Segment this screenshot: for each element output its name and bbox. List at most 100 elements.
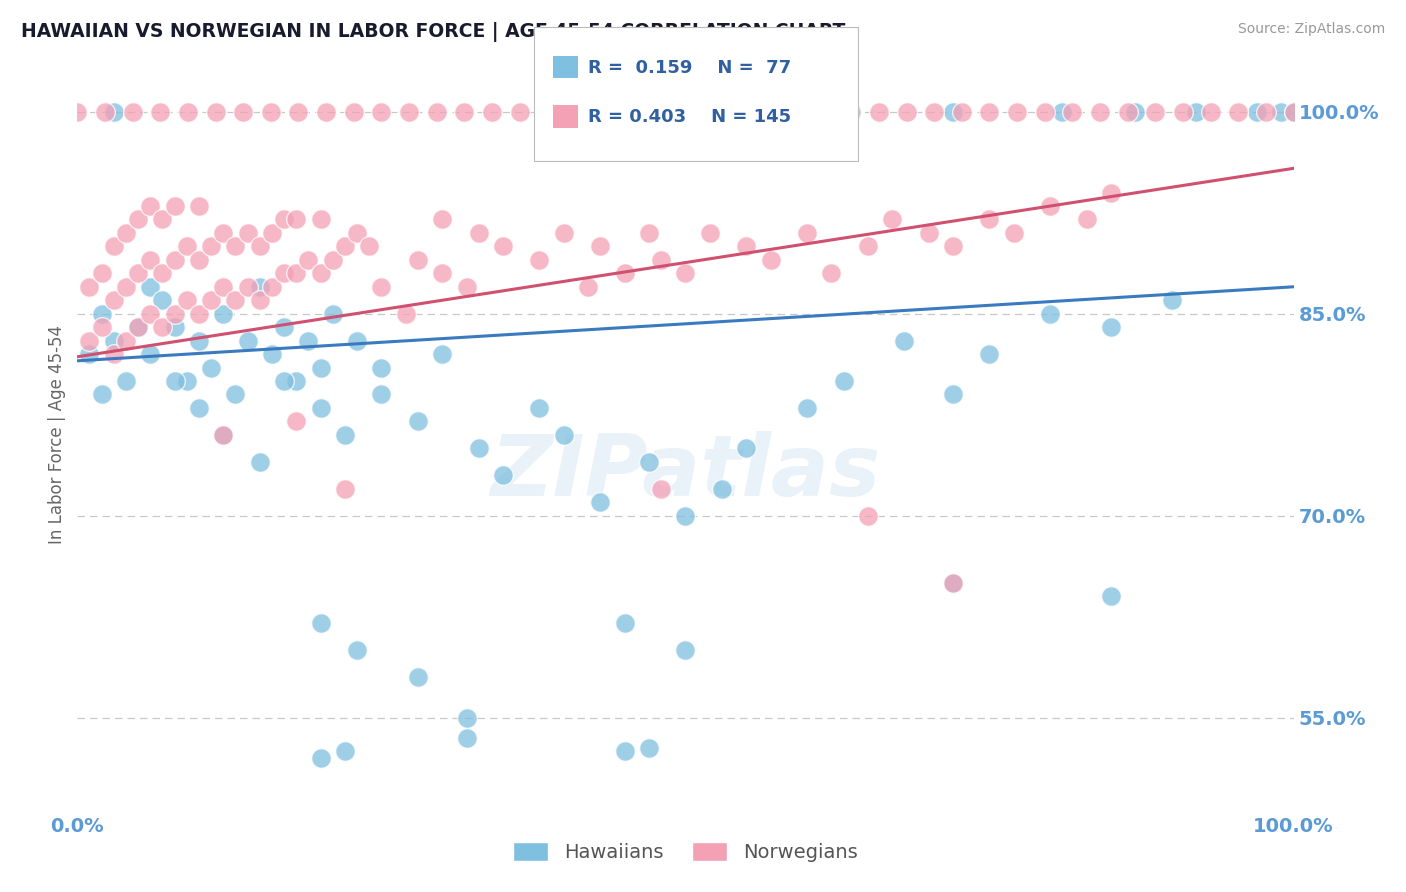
Point — [249, 239, 271, 253]
Point — [638, 455, 661, 469]
Point — [115, 334, 138, 348]
Point — [576, 280, 599, 294]
Point — [322, 307, 344, 321]
Point — [856, 508, 879, 523]
Point — [260, 226, 283, 240]
Point — [115, 374, 138, 388]
Point — [200, 360, 222, 375]
Point — [309, 266, 332, 280]
Point — [232, 104, 254, 119]
Point — [613, 616, 636, 631]
Point — [121, 104, 143, 119]
Point — [139, 199, 162, 213]
Point — [796, 226, 818, 240]
Point — [90, 266, 112, 280]
Point — [426, 104, 449, 119]
Point — [1033, 104, 1056, 119]
Point — [772, 104, 794, 119]
Point — [236, 334, 259, 348]
Point — [430, 347, 453, 361]
Point — [176, 374, 198, 388]
Point — [260, 280, 283, 294]
Point — [453, 104, 475, 119]
Point — [260, 104, 283, 119]
Point — [710, 482, 733, 496]
Point — [1185, 104, 1208, 119]
Point — [333, 482, 356, 496]
Point — [297, 252, 319, 267]
Point — [163, 252, 186, 267]
Point — [756, 104, 779, 119]
Point — [456, 280, 478, 294]
Point — [1282, 104, 1305, 119]
Point — [139, 280, 162, 294]
Point — [839, 104, 862, 119]
Point — [1005, 104, 1028, 119]
Point — [592, 104, 614, 119]
Point — [456, 710, 478, 724]
Point — [163, 320, 186, 334]
Point — [103, 334, 125, 348]
Point — [1062, 104, 1084, 119]
Point — [759, 252, 782, 267]
Point — [163, 199, 186, 213]
Point — [212, 307, 235, 321]
Point — [224, 239, 246, 253]
Point — [492, 468, 515, 483]
Point — [370, 360, 392, 375]
Point — [979, 104, 1001, 119]
Point — [650, 482, 672, 496]
Point — [785, 104, 807, 119]
Point — [735, 442, 758, 456]
Point — [236, 226, 259, 240]
Point — [212, 280, 235, 294]
Point — [370, 104, 392, 119]
Text: ZIPatlas: ZIPatlas — [491, 431, 880, 514]
Point — [103, 347, 125, 361]
Point — [406, 252, 429, 267]
Point — [285, 212, 308, 227]
Point — [820, 266, 842, 280]
Point — [942, 575, 965, 590]
Text: R =  0.159    N =  77: R = 0.159 N = 77 — [588, 59, 790, 77]
Point — [856, 239, 879, 253]
Point — [139, 307, 162, 321]
Point — [333, 744, 356, 758]
Point — [950, 104, 973, 119]
Point — [79, 280, 101, 294]
Point — [1125, 104, 1147, 119]
Point — [115, 280, 138, 294]
Point — [675, 643, 697, 657]
Point — [333, 239, 356, 253]
Point — [942, 387, 965, 401]
Point — [212, 226, 235, 240]
Point — [942, 575, 965, 590]
Point — [1039, 199, 1062, 213]
Point — [650, 252, 672, 267]
Point — [1171, 104, 1194, 119]
Point — [177, 104, 200, 119]
Point — [1099, 320, 1122, 334]
Point — [492, 239, 515, 253]
Point — [285, 374, 308, 388]
Point — [702, 104, 724, 119]
Point — [79, 347, 101, 361]
Point — [1282, 104, 1305, 119]
Point — [1099, 186, 1122, 200]
Point — [90, 387, 112, 401]
Point — [979, 347, 1001, 361]
Point — [66, 104, 89, 119]
Point — [647, 104, 669, 119]
Point — [273, 374, 295, 388]
Point — [942, 104, 965, 119]
Point — [309, 616, 332, 631]
Point — [273, 320, 295, 334]
Point — [896, 104, 918, 119]
Point — [127, 266, 149, 280]
Point — [675, 266, 697, 280]
Point — [589, 495, 612, 509]
Point — [285, 414, 308, 428]
Point — [1002, 226, 1025, 240]
Point — [115, 226, 138, 240]
Point — [103, 239, 125, 253]
